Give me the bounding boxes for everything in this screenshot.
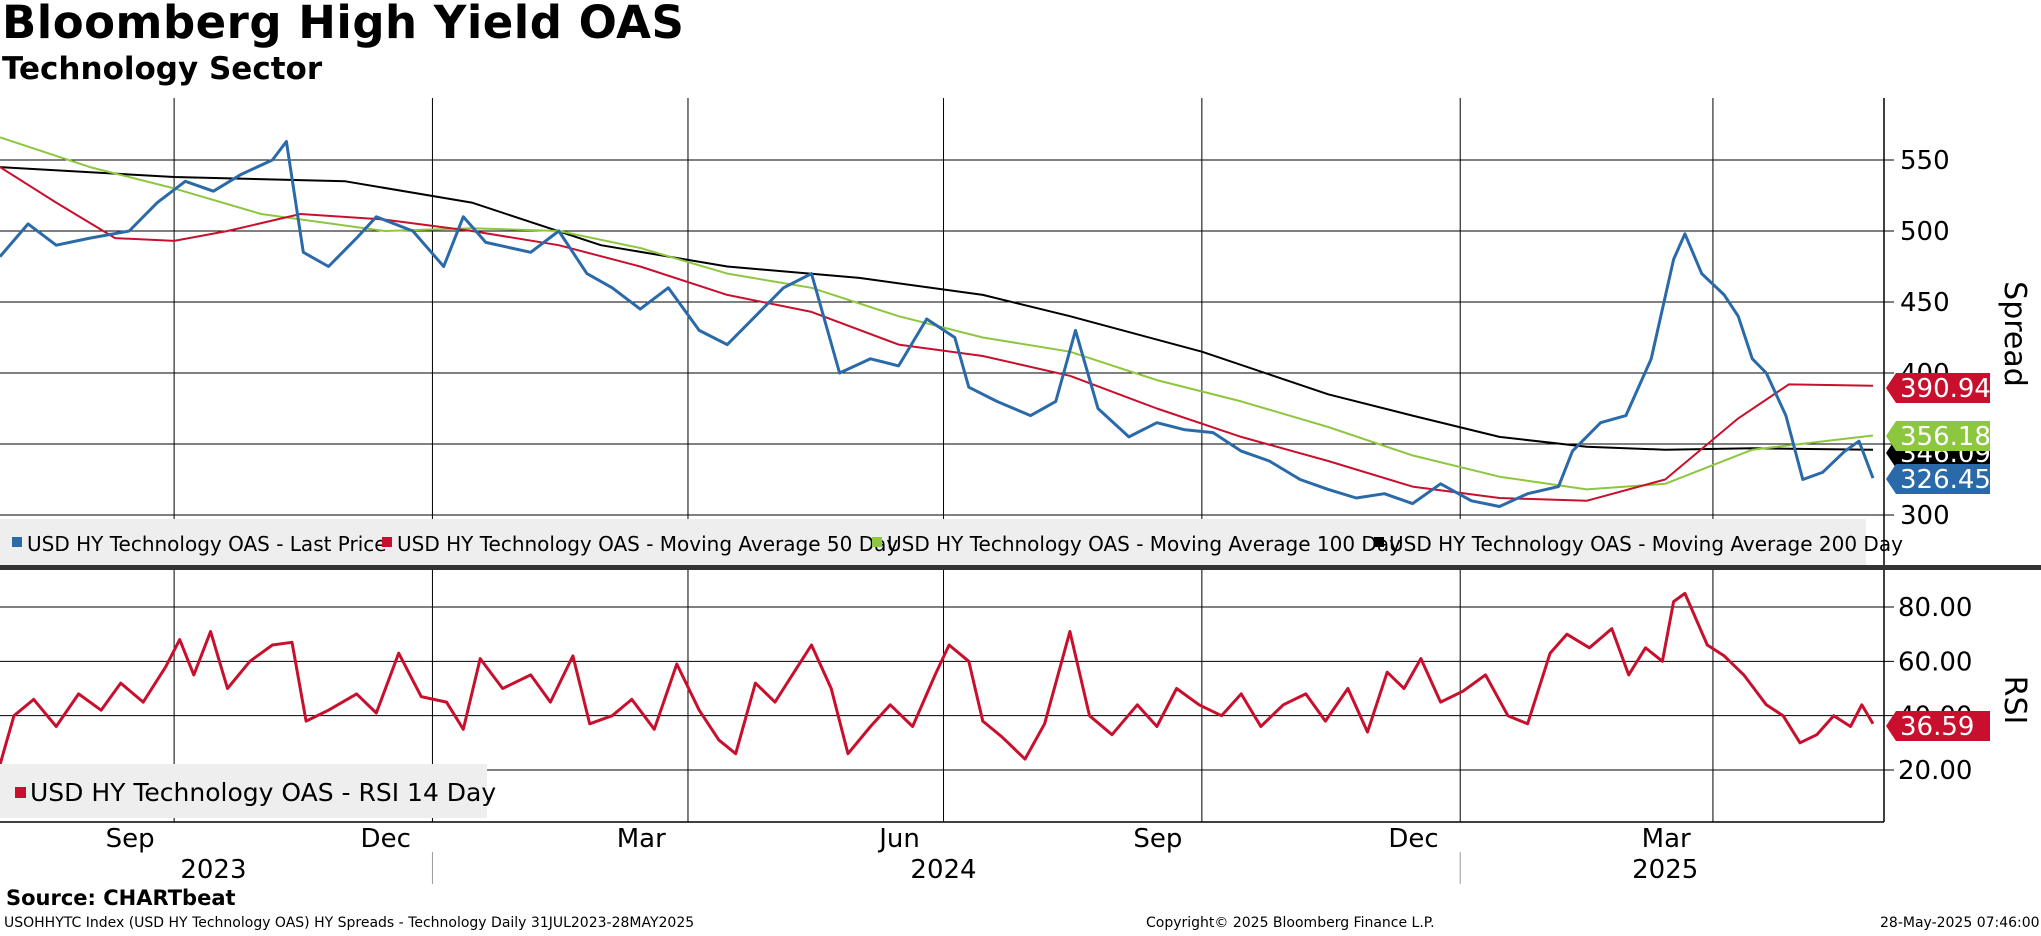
y-tick-rsi: 20.00 [1898, 756, 1972, 786]
y-axis-title-rsi: RSI [1997, 676, 2032, 725]
chart-subtitle: Technology Sector [2, 51, 323, 87]
x-tick-month: Mar [617, 824, 666, 854]
footer-copyright: Copyright© 2025 Bloomberg Finance L.P. [1146, 915, 1435, 931]
legend-swatch [1374, 537, 1384, 547]
x-tick-month: Sep [1133, 824, 1182, 854]
y-tick-rsi: 80.00 [1898, 593, 1972, 623]
y-tick-spread: 550 [1900, 146, 1950, 176]
legend-swatch [15, 787, 26, 798]
legend-swatch [382, 537, 392, 547]
y-axis-title-spread: Spread [1997, 281, 2032, 387]
y-tick-spread: 300 [1900, 501, 1950, 531]
legend-swatch [872, 537, 882, 547]
legend-rsi: USD HY Technology OAS - RSI 14 Day [0, 764, 496, 818]
x-tick-year: 2023 [180, 855, 246, 885]
legend-rsi-bg [0, 764, 487, 818]
value-tag-text: 390.946 [1900, 374, 2008, 404]
source-label: Source: CHARTbeat [6, 886, 236, 910]
x-tick-year: 2025 [1632, 855, 1698, 885]
value-tag-text: 356.186 [1900, 422, 2008, 452]
value-tag-ma50: 390.946 [1886, 373, 2008, 404]
series-line-ma200 [0, 166, 1874, 451]
value-tag-ma100: 356.186 [1886, 421, 2008, 452]
series-line-ma100 [0, 136, 1874, 491]
value-tag-last-price: 326.457 [1886, 464, 2008, 495]
y-tick-spread: 500 [1900, 217, 1950, 247]
value-tag-bg [1886, 421, 1990, 451]
footer-timestamp: 28-May-2025 07:46:00 [1880, 915, 2040, 931]
x-tick-year: 2024 [910, 855, 976, 885]
x-tick-month: Dec [361, 824, 411, 854]
x-tick-month: Jun [877, 824, 920, 854]
x-tick-month: Dec [1388, 824, 1438, 854]
value-tag-text: 326.457 [1900, 465, 2008, 495]
value-tag-bg [1886, 464, 1990, 494]
legend-spread-bg [0, 519, 1866, 565]
x-tick-month: Mar [1642, 824, 1691, 854]
value-tag-text: 36.59 [1900, 712, 1974, 742]
legend-label: USD HY Technology OAS - RSI 14 Day [30, 778, 496, 807]
y-tick-rsi: 60.00 [1898, 647, 1972, 677]
footer-description: USOHHYTC Index (USD HY Technology OAS) H… [4, 915, 695, 931]
value-tag-rsi: 36.59 [1886, 711, 1990, 742]
chart-title: Bloomberg High Yield OAS [2, 0, 685, 49]
y-tick-spread: 450 [1900, 288, 1950, 318]
x-tick-month: Sep [106, 824, 155, 854]
panel-divider [0, 565, 2041, 570]
legend-spread: USD HY Technology OAS - Last Price USD HY… [0, 519, 1903, 565]
series-line-last-price [0, 140, 1875, 508]
legend-label: USD HY Technology OAS - Last Price [27, 532, 387, 556]
legend-label: USD HY Technology OAS - Moving Average 5… [397, 532, 898, 556]
value-tag-bg [1886, 373, 1990, 403]
series-line-ma50 [0, 166, 1874, 502]
value-tag-bg [1886, 711, 1990, 741]
legend-label: USD HY Technology OAS - Moving Average 1… [887, 532, 1401, 556]
legend-label: USD HY Technology OAS - Moving Average 2… [1389, 532, 1903, 556]
legend-swatch [12, 537, 22, 547]
series-line-rsi [0, 591, 1875, 766]
